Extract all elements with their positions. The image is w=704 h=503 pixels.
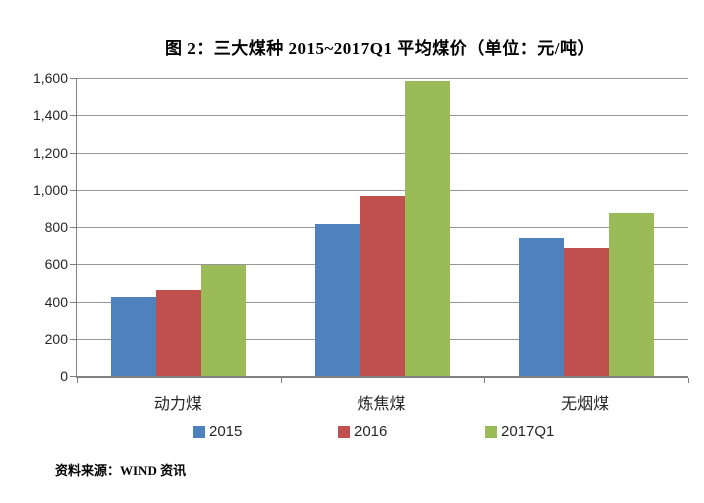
x-axis-tick [484,378,486,383]
y-axis-tick-label: 1,400 [32,107,68,124]
y-axis-tick [70,227,76,228]
y-axis-tick [70,301,76,303]
y-axis-tick [70,115,76,117]
legend-item-2016: 2016 [338,423,387,440]
y-axis-tick [70,189,76,191]
y-axis-tick-label: 0 [60,368,68,384]
bar-2015-无烟煤 [518,238,564,376]
x-axis-tick [688,378,689,383]
y-axis-tick [70,264,76,266]
plot-area: 0 200 400 600 800 1,000 1,200 1,400 1,600 [33,70,689,384]
y-axis-tick-label: 1,000 [32,181,68,198]
legend-swatch-2015 [193,425,205,438]
bar-2015-炼焦煤 [315,224,360,376]
category-label-无烟煤: 无烟煤 [561,396,610,413]
y-axis-tick-label: 1,200 [32,144,68,161]
legend-swatch-2017Q1 [485,425,497,438]
legend-label-2016: 2016 [354,423,388,440]
bar-group-动力煤 [111,265,247,376]
bar-2016-炼焦煤 [360,196,405,376]
gridline [77,189,688,191]
bar-2016-无烟煤 [563,248,609,376]
legend-label-2017Q1: 2017Q1 [501,423,555,440]
y-axis-tick-label: 1,600 [32,70,68,86]
legend-swatch-2016 [338,425,350,438]
bar-2017Q1-无烟煤 [608,213,654,376]
x-axis-tick [77,378,78,383]
category-label-炼焦煤: 炼焦煤 [357,396,406,413]
y-axis-tick-label: 600 [44,256,68,273]
chart-title: 图 2：三大煤种 2015~2017Q1 平均煤价（单位：元/吨） [164,39,596,58]
y-axis-tick-label: 400 [44,293,68,310]
legend-label-2015: 2015 [209,423,243,440]
y-axis-tick [70,376,76,377]
bar-group-炼焦煤 [315,80,450,376]
bar-2015-动力煤 [111,296,157,376]
y-axis-tick-label: 800 [44,219,68,235]
gridline [77,115,688,117]
gridline [77,152,688,154]
bar-2017Q1-动力煤 [201,265,247,376]
source-note: 资料来源：WIND 资讯 [55,463,187,478]
category-label-动力煤: 动力煤 [153,396,202,413]
y-axis-tick [70,152,76,154]
legend-item-2015: 2015 [193,423,242,440]
y-axis-tick [70,78,76,79]
x-axis-tick [280,378,282,383]
y-axis-tick-label: 200 [44,330,68,347]
bar-2016-动力煤 [156,290,202,376]
bar-group-无烟煤 [518,213,654,376]
gridline [77,78,688,79]
chart-legend: 2015 2016 2017Q1 [0,423,704,441]
legend-item-2017Q1: 2017Q1 [485,423,554,440]
y-axis-tick [70,338,76,340]
bar-2017Q1-炼焦煤 [405,80,450,376]
